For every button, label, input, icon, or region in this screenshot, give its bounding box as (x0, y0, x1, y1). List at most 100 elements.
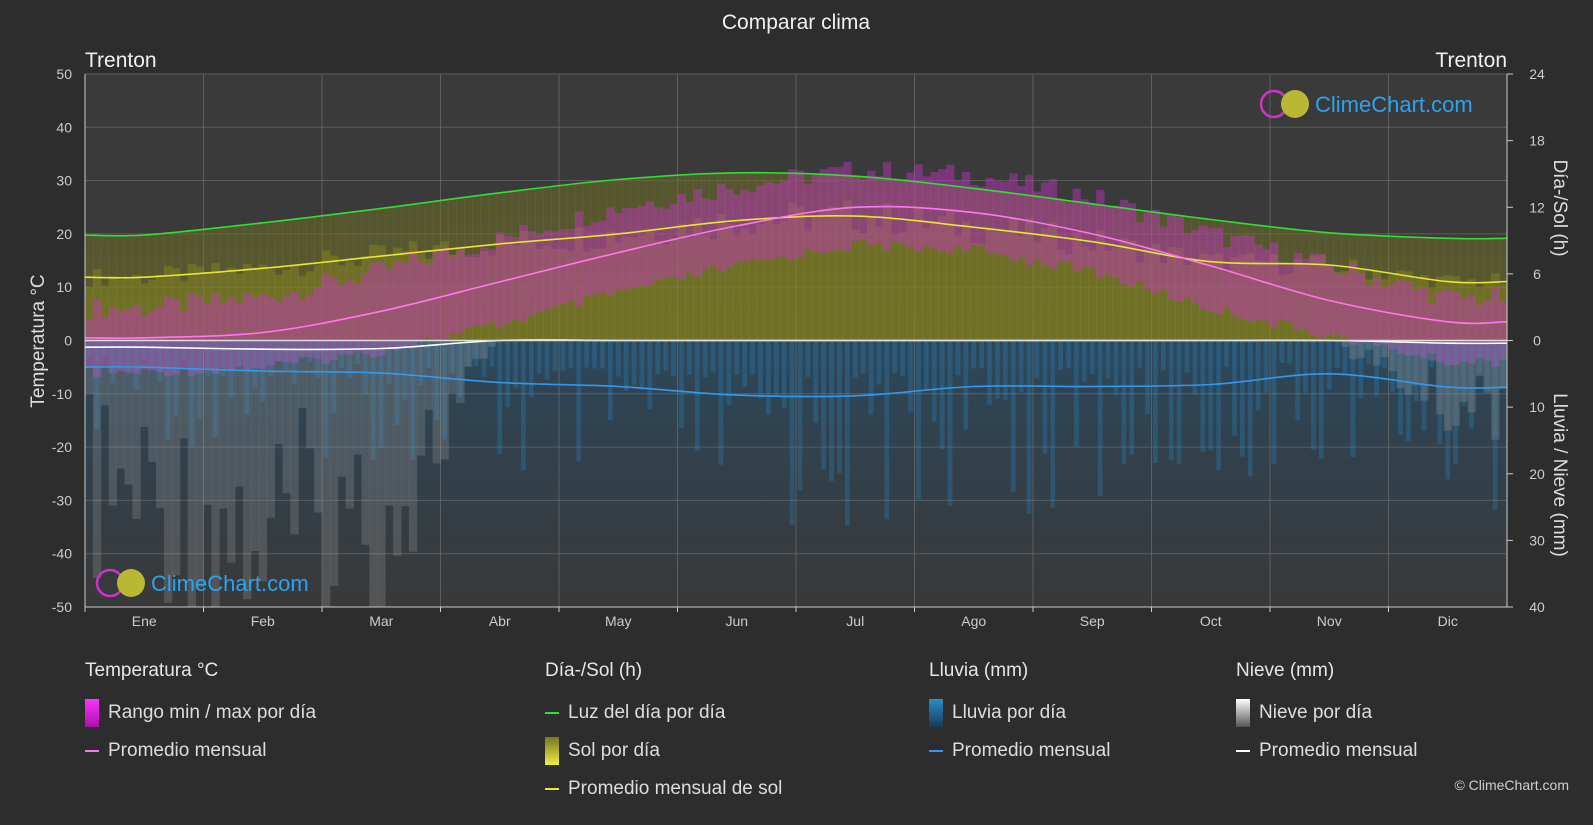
rain-bar (497, 340, 503, 455)
snow-bar (314, 340, 323, 513)
rain-bar (189, 340, 195, 447)
sunshine-bar (614, 242, 623, 341)
sunshine-bar (677, 175, 686, 341)
sunshine-bar (827, 175, 837, 341)
sunshine-bar (1428, 237, 1437, 341)
sunshine-bar (266, 221, 276, 341)
temp-range-bar (369, 262, 378, 358)
legend: Temperatura °C Rango min / max por día P… (0, 660, 1593, 810)
sunshine-bar (1080, 246, 1089, 341)
temp-range-bar (440, 247, 449, 341)
sunshine-bar (559, 185, 568, 341)
sunshine-bar (890, 235, 900, 341)
sunshine-bar (622, 236, 631, 341)
legend-sun-avg: Promedio mensual de sol (545, 770, 782, 808)
sunshine-bar (329, 255, 339, 341)
temp-range-bar (211, 293, 220, 374)
temp-range-bar (993, 180, 1002, 254)
rain-bar (750, 340, 755, 375)
rain-bar (876, 340, 882, 385)
rain-bar (1374, 340, 1380, 397)
temp-range-bar (1428, 303, 1437, 354)
sunshine-bar (740, 228, 750, 341)
sunshine-bar (329, 214, 339, 341)
rain-bar (781, 340, 787, 409)
rain-bar (655, 340, 661, 375)
legend-rain-avg: Promedio mensual (929, 732, 1110, 770)
rain-bar (607, 340, 613, 421)
legend-rain-title: Lluvia (mm) (929, 660, 1029, 681)
sunshine-bar (1127, 209, 1137, 341)
sunshine-bar (156, 233, 165, 341)
temp-range-bar (1459, 297, 1468, 362)
rain-bar (552, 340, 558, 372)
sunshine-bar (1380, 279, 1390, 341)
rain-bar (829, 340, 834, 482)
sunshine-bar (590, 182, 600, 341)
sunshine-bar (1017, 236, 1026, 341)
sunshine-bar (788, 174, 797, 341)
rain-bar (536, 340, 542, 374)
sunshine-bar (946, 185, 955, 341)
rain-bar (813, 340, 819, 424)
sunshine-bar (875, 226, 884, 341)
sunshine-bar (1364, 234, 1374, 341)
sunshine-bar (1222, 221, 1232, 341)
sunshine-bar (606, 231, 615, 341)
temp-range-bar (622, 208, 631, 290)
sunshine-bar (416, 203, 426, 341)
temp-range-bar (1412, 289, 1421, 355)
sunshine-bar (875, 178, 884, 341)
rain-bar (592, 340, 597, 369)
snow-bar (132, 340, 141, 519)
legend-rain-per-day-label: Lluvia por día (952, 702, 1067, 723)
sunshine-bar (693, 218, 702, 341)
temp-range-bar (1230, 235, 1239, 317)
rain-bar (734, 340, 740, 375)
rain-bar (268, 340, 274, 377)
sunshine-bar (1246, 252, 1255, 341)
sunshine-bar (740, 173, 750, 341)
sunshine-bar (1088, 203, 1097, 341)
sunshine-bar (1396, 270, 1405, 341)
sunshine-bar (1080, 202, 1089, 341)
snow-bar (235, 340, 244, 487)
y-right-top-tick-label: 24 (1529, 66, 1545, 82)
sunshine-bar (772, 173, 781, 341)
sunshine-bar (1388, 274, 1397, 341)
temp-range-bar (1191, 230, 1200, 303)
sunshine-bar (630, 237, 639, 341)
sunshine-bar (1048, 198, 1058, 341)
rain-bar (623, 340, 629, 391)
sunshine-bar (116, 279, 126, 341)
temp-range-bar (1167, 214, 1176, 300)
sunshine-bar (456, 247, 465, 341)
sunshine-bar (1388, 235, 1397, 341)
sunshine-bar (859, 176, 868, 341)
rain-bar (1334, 340, 1340, 368)
temp-range-bar (353, 282, 362, 352)
climate-chart: Comparar clima Trenton Trenton 50 40 30 20 1… (28, 11, 1570, 629)
rain-bar (291, 340, 297, 384)
temp-range-bar (1467, 295, 1476, 364)
sunshine-bar (401, 251, 410, 341)
temp-range-bar (487, 249, 497, 323)
rain-bar (1050, 340, 1056, 508)
x-tick-label: Sep (1080, 613, 1105, 629)
snow-bar (377, 340, 386, 607)
rain-bar (900, 340, 906, 376)
temp-range-bar (1135, 221, 1144, 282)
sunshine-bar (1309, 231, 1318, 341)
sunshine-bar (701, 235, 710, 341)
rain-bar (923, 340, 929, 390)
sunshine-bar (527, 189, 536, 341)
rain-bar (1326, 340, 1332, 390)
rain-bar (789, 340, 795, 525)
rain-bar (671, 340, 676, 377)
temp-range-bar (946, 164, 955, 254)
rain-bar (315, 340, 321, 378)
temp-range-bar (1388, 283, 1397, 349)
rain-bar (979, 340, 985, 369)
sunshine-bar (1104, 250, 1113, 341)
legend-sunshine-label: Sol por día (568, 740, 660, 761)
